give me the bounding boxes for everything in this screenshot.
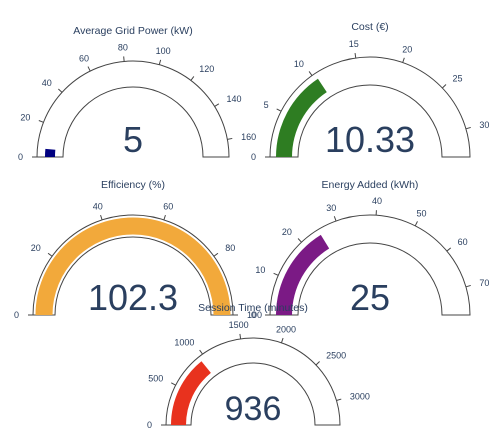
gauge-tick — [465, 284, 471, 288]
gauge-2: 0 5 10 15 20 25 30 Cost (€) 10.33 — [251, 21, 489, 162]
gauge-tick — [336, 398, 342, 401]
gauge-tick — [87, 66, 91, 72]
gauge-tick-label: 20 — [402, 44, 412, 54]
gauge-value-bar — [35, 217, 231, 315]
gauge-title: Efficiency (%) — [101, 179, 165, 191]
gauge-tick-label: 50 — [417, 208, 427, 218]
gauge-tick-label: 30 — [479, 120, 489, 130]
gauge-value-text: 10.33 — [325, 119, 415, 160]
gauge-tick — [333, 216, 337, 222]
gauge-value-bar — [45, 148, 56, 157]
gauge-outline — [165, 337, 341, 426]
gauge-tick-label: 140 — [227, 94, 242, 104]
gauge-tick-label: 5 — [264, 100, 269, 110]
gauge-tick-label: 60 — [163, 202, 173, 212]
gauge-tick — [158, 59, 162, 65]
gauge-outline — [36, 60, 230, 158]
gauge-value-text: 5 — [123, 119, 143, 160]
gauge-tick-label: 30 — [326, 203, 336, 213]
gauge-tick-label: 2000 — [276, 325, 296, 335]
gauge-title: Average Grid Power (kW) — [73, 25, 192, 37]
gauge-value-text: 936 — [225, 390, 282, 428]
gauge-tick-label: 20 — [20, 112, 30, 122]
gauge-title: Session Time (minutes) — [198, 302, 308, 314]
gauge-1: 0 20 40 60 80 100 120 140 160 Average Grid Power … — [18, 25, 256, 162]
gauge-value-bar — [171, 361, 211, 425]
gauge-tick — [276, 108, 282, 112]
gauge-tick-label: 10 — [294, 59, 304, 69]
gauge-tick — [315, 361, 320, 366]
gauge-tick — [214, 103, 220, 107]
gauge-tick — [170, 382, 176, 386]
gauge-tick-label: 1500 — [229, 320, 249, 330]
gauge-tick — [402, 57, 405, 63]
gauge-tick-label: 80 — [225, 243, 235, 253]
gauge-tick-label: 500 — [148, 374, 163, 384]
gauge-tick — [442, 84, 447, 89]
gauge-tick — [273, 272, 279, 276]
gauge-tick — [354, 52, 357, 59]
gauge-title: Cost (€) — [351, 21, 388, 33]
gauge-tick — [58, 88, 63, 93]
gauge-tick — [308, 71, 313, 76]
gauge-tick-label: 60 — [458, 237, 468, 247]
gauge-tick-label: 160 — [241, 132, 256, 142]
gauge-title: Energy Added (kWh) — [322, 179, 419, 191]
gauge-tick — [446, 247, 452, 252]
gauge-tick-label: 2500 — [326, 350, 346, 360]
gauge-tick-label: 10 — [255, 265, 265, 275]
gauge-tick — [414, 221, 418, 227]
gauge-tick — [199, 349, 203, 355]
gauge-tick — [100, 214, 103, 221]
gauge-tick-label: 70 — [479, 278, 489, 288]
gauge-tick-label: 20 — [282, 227, 292, 237]
gauge-tick-label: 15 — [349, 39, 359, 49]
gauge-tick-label: 60 — [79, 54, 89, 64]
gauge-value-bar — [276, 78, 327, 157]
gauge-value-text: 102.3 — [88, 277, 178, 318]
gauge-tick-label: 0 — [251, 152, 256, 162]
gauge-tick — [38, 120, 44, 123]
gauge-tick — [163, 214, 166, 221]
gauge-tick-label: 40 — [93, 202, 103, 212]
gauge-tick-label: 0 — [147, 420, 152, 430]
gauge-tick — [190, 76, 195, 81]
gauge-tick-label: 25 — [453, 73, 463, 83]
gauge-tick — [227, 137, 233, 140]
gauge-tick-label: 40 — [42, 78, 52, 88]
gauge-tick-label: 3000 — [350, 392, 370, 402]
gauge-tick-label: 1000 — [174, 338, 194, 348]
gauge-value-text: 25 — [350, 277, 390, 318]
gauge-tick-label: 20 — [31, 243, 41, 253]
gauge-value-bar — [276, 234, 330, 315]
gauge-tick-label: 40 — [372, 196, 382, 206]
gauge-tick-label: 0 — [251, 310, 256, 320]
gauge-tick — [297, 238, 302, 243]
gauge-tick — [465, 126, 471, 130]
gauge-tick-label: 100 — [247, 310, 262, 320]
gauge-tick — [280, 337, 284, 343]
gauge-tick — [213, 252, 219, 257]
gauge-tick-label: 0 — [18, 152, 23, 162]
gauge-tick-label: 120 — [199, 64, 214, 74]
gauge-4: 0 10 20 30 40 50 60 70 Energy Added (kWh) 25 — [251, 179, 489, 320]
gauge-tick-label: 0 — [14, 310, 19, 320]
gauge-tick-label: 100 — [156, 46, 171, 56]
gauge-tick-label: 80 — [118, 42, 128, 52]
gauge-tick — [47, 252, 53, 257]
gauge-tick — [239, 333, 242, 339]
